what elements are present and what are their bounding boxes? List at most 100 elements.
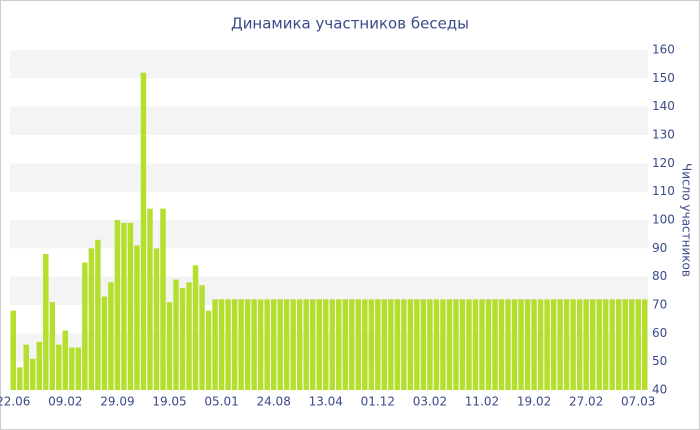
bar	[368, 299, 375, 390]
bar	[277, 299, 283, 390]
bar	[75, 347, 82, 390]
bar	[570, 299, 576, 390]
bar	[388, 299, 394, 390]
y-tick-label: 40	[652, 383, 667, 397]
bar	[283, 299, 290, 390]
bar	[485, 299, 492, 390]
bar	[609, 299, 615, 390]
bar	[199, 285, 205, 390]
bar	[576, 299, 583, 390]
x-tick-label: 24.08	[256, 395, 290, 409]
bar	[309, 299, 316, 390]
bar	[251, 299, 257, 390]
x-tick-label: 19.02	[517, 395, 551, 409]
bar	[303, 299, 309, 390]
bar	[82, 262, 88, 390]
bar	[166, 302, 173, 390]
bar	[433, 299, 440, 390]
bar	[225, 299, 231, 390]
x-tick-label: 01.12	[361, 395, 395, 409]
bar	[492, 299, 498, 390]
bar	[323, 299, 329, 390]
bar	[36, 341, 43, 390]
bar	[472, 299, 479, 390]
bar	[95, 239, 101, 390]
bar	[362, 299, 368, 390]
bar	[114, 220, 121, 390]
bar	[498, 299, 505, 390]
bar	[544, 299, 550, 390]
bar	[108, 282, 114, 390]
grid-band	[10, 220, 648, 249]
bar	[628, 299, 635, 390]
bar	[238, 299, 244, 390]
y-tick-label: 60	[652, 326, 667, 340]
grid-band	[10, 163, 648, 192]
chart-title: Динамика участников беседы	[231, 15, 469, 33]
bar	[375, 299, 381, 390]
bar	[212, 299, 218, 390]
bar	[589, 299, 596, 390]
bar	[505, 299, 511, 390]
y-tick-label: 140	[652, 99, 675, 113]
bar	[550, 299, 557, 390]
bar	[179, 288, 186, 390]
bar	[88, 248, 95, 390]
bar	[596, 299, 602, 390]
bar	[531, 299, 537, 390]
bar	[160, 208, 166, 390]
y-tick-label: 130	[652, 128, 675, 142]
bar	[127, 222, 134, 390]
bar	[355, 299, 362, 390]
y-tick-label: 50	[652, 354, 667, 368]
y-tick-label: 80	[652, 269, 667, 283]
bar	[615, 299, 622, 390]
bar	[414, 299, 420, 390]
bar	[329, 299, 335, 390]
bar	[453, 299, 459, 390]
bar	[440, 299, 446, 390]
bar	[147, 208, 153, 390]
x-tick-label: 09.02	[48, 395, 82, 409]
bar	[270, 299, 277, 390]
bar	[407, 299, 414, 390]
bar	[563, 299, 570, 390]
y-tick-label: 160	[652, 43, 675, 57]
y-tick-label: 120	[652, 156, 675, 170]
bar	[336, 299, 342, 390]
bar	[459, 299, 466, 390]
grid-band	[10, 106, 648, 135]
y-tick-label: 150	[652, 71, 675, 85]
bar	[420, 299, 427, 390]
bar	[635, 299, 641, 390]
bar	[192, 265, 199, 390]
bar	[479, 299, 485, 390]
x-tick-label: 19.05	[152, 395, 186, 409]
bar	[218, 299, 225, 390]
bar	[518, 299, 524, 390]
bar	[30, 358, 36, 390]
bar	[173, 279, 179, 390]
bar	[524, 299, 531, 390]
bar	[642, 299, 648, 390]
bar	[121, 222, 127, 390]
x-tick-label: 13.04	[309, 395, 343, 409]
bar	[257, 299, 264, 390]
x-tick-label: 22.06	[0, 395, 30, 409]
x-tick-label: 27.02	[569, 395, 603, 409]
bar	[583, 299, 589, 390]
y-tick-label: 70	[652, 298, 667, 312]
bar	[401, 299, 407, 390]
bar	[186, 282, 192, 390]
bar	[296, 299, 303, 390]
y-axis-label: Число участников	[680, 163, 694, 277]
bar	[43, 254, 49, 390]
bar	[10, 310, 16, 390]
bar	[205, 310, 212, 390]
y-tick-label: 100	[652, 213, 675, 227]
bar	[622, 299, 628, 390]
bar	[264, 299, 270, 390]
bar	[381, 299, 388, 390]
bar	[290, 299, 296, 390]
bar	[342, 299, 349, 390]
